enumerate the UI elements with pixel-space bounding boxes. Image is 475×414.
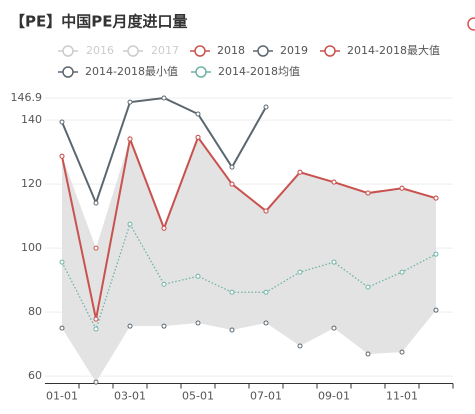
data-point: [433, 251, 439, 257]
x-tick-label: 07-01: [250, 390, 282, 403]
y-tick-label: 100: [21, 241, 42, 254]
legend-label: 2018: [217, 44, 245, 57]
legend-icon: [62, 66, 74, 78]
data-point: [127, 99, 133, 105]
data-point: [331, 179, 337, 185]
data-point: [127, 136, 133, 142]
data-point: [127, 323, 133, 329]
data-point: [93, 379, 99, 385]
x-tick-label: 01-01: [46, 390, 78, 403]
data-point: [59, 119, 65, 125]
legend-icon: [195, 66, 207, 78]
data-point: [59, 153, 65, 159]
data-point: [433, 195, 439, 201]
y-tick-label: 146.9: [11, 91, 43, 104]
data-point: [195, 273, 201, 279]
series-line: [61, 135, 437, 320]
data-point: [229, 327, 235, 333]
data-point: [263, 208, 269, 214]
legend-label: 2017: [151, 44, 179, 57]
x-tick-label: 03-01: [114, 390, 146, 403]
data-point: [365, 284, 371, 290]
data-point: [161, 323, 167, 329]
y-tick-label: 140: [21, 113, 42, 126]
data-point: [161, 225, 167, 231]
data-point: [229, 289, 235, 295]
x-tick-label: 05-01: [182, 390, 214, 403]
data-point: [365, 190, 371, 196]
data-point: [399, 185, 405, 191]
data-point: [331, 325, 337, 331]
legend-label: 2016: [86, 44, 114, 57]
data-point: [399, 349, 405, 355]
data-point: [433, 307, 439, 313]
legend-icon: [257, 45, 269, 57]
data-point: [59, 259, 65, 265]
y-tick-label: 60: [28, 369, 42, 382]
x-tick-label: 09-01: [318, 390, 350, 403]
data-point: [297, 169, 303, 175]
data-point: [93, 316, 99, 322]
data-point: [161, 95, 167, 101]
legend-icon: [194, 45, 206, 57]
data-point: [161, 281, 167, 287]
data-point: [229, 164, 235, 170]
legend-label: 2014-2018最小值: [85, 65, 178, 78]
data-point: [229, 181, 235, 187]
legend-label: 2019: [280, 44, 308, 57]
x-tick-label: 11-01: [386, 390, 418, 403]
legend-label: 2014-2018均值: [218, 65, 300, 78]
legend-icon: [324, 45, 336, 57]
y-tick-label: 120: [21, 177, 42, 190]
data-point: [195, 320, 201, 326]
data-point: [93, 245, 99, 251]
data-point: [297, 343, 303, 349]
chart-title: 【PE】中国PE月度进口量: [10, 13, 187, 31]
y-tick-label: 80: [28, 305, 42, 318]
data-point: [263, 104, 269, 110]
data-point: [127, 221, 133, 227]
data-point: [263, 320, 269, 326]
data-point: [331, 259, 337, 265]
corner-icon[interactable]: [467, 17, 475, 31]
legend-icon: [127, 45, 139, 57]
data-point: [59, 325, 65, 331]
data-point: [195, 111, 201, 117]
data-point: [93, 326, 99, 332]
range-band: [62, 137, 436, 383]
data-point: [399, 269, 405, 275]
data-point: [297, 269, 303, 275]
data-point: [365, 351, 371, 357]
series-line: [61, 222, 437, 331]
legend-label: 2014-2018最大值: [347, 43, 440, 57]
data-point: [195, 134, 201, 140]
data-point: [93, 200, 99, 206]
data-point: [263, 289, 269, 295]
legend-icon: [62, 45, 74, 57]
